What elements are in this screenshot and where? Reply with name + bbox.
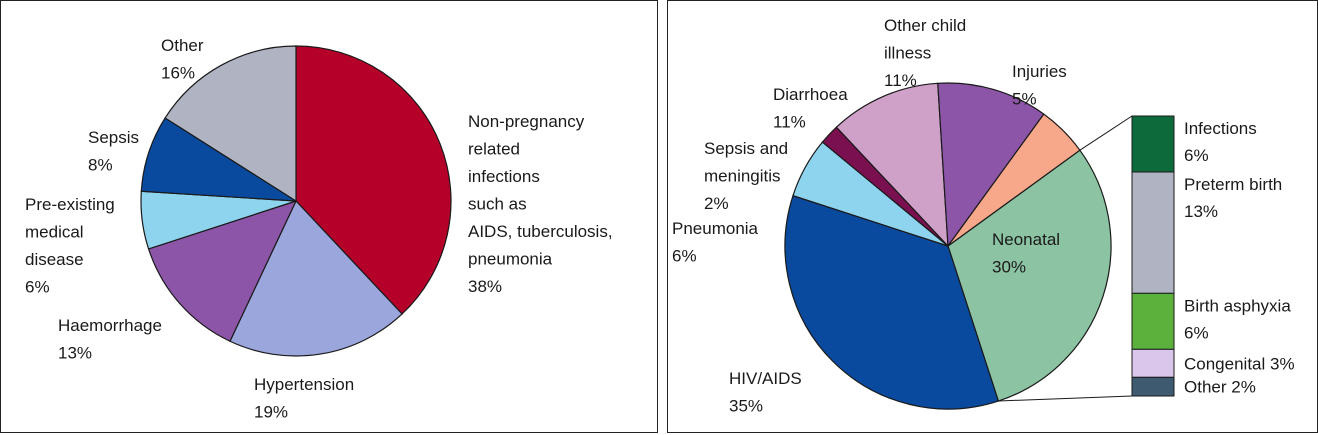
pie-slice-other-child-illness [937, 82, 1045, 248]
neonatal-segment-birth-asphyxia [1131, 292, 1175, 350]
neonatal-label-infections: Infections 6% [1184, 119, 1257, 165]
slice-label-hypertension: Hypertension 19% [254, 375, 354, 422]
slice-value-label: 16% [161, 64, 195, 83]
slice-label-line: disease [25, 250, 84, 269]
neonatal-segment-infections [1131, 115, 1175, 173]
slice-label-line: such as [468, 195, 527, 214]
slice-value-label: 5% [1012, 90, 1037, 109]
pie-slice-hiv-aids [784, 194, 1000, 410]
pie-slice-other [164, 45, 297, 203]
slice-label-neonatal: Neonatal 30% [992, 230, 1060, 277]
pie-slice-hypertension [229, 199, 403, 357]
slice-value-label: 8% [88, 156, 113, 175]
slice-label-sepsis: Sepsis 8% [88, 128, 139, 175]
slice-value-label: 11% [884, 71, 917, 90]
pie-slice-non-pregnancy-related-infections-such-as-aids-tuberculosis-pneumonia [295, 45, 452, 315]
slice-label-line: pneumonia [468, 250, 553, 269]
slice-label-haemorrhage: Haemorrhage 13% [58, 316, 162, 363]
slice-label-line: Pre-existing [25, 195, 115, 214]
slice-label-hiv-aids: HIV/AIDS 35% [729, 369, 802, 416]
maternal-deaths-pie-chart: Non-pregnancy related infections such as AID… [25, 36, 613, 422]
slice-value-label: 11% [773, 113, 806, 132]
connector-line-bottom [998, 395, 1133, 402]
slice-label-sepsis-and-meningitis: Sepsis and meningitis 2% [704, 139, 788, 213]
pie-slice-haemorrhage [147, 200, 298, 343]
slice-label-line: Non-pregnancy [468, 112, 585, 131]
slice-label-line: Sepsis and [704, 139, 788, 158]
slice-label-line: infections [468, 167, 540, 186]
child-deaths-panel: Neonatal 30% HIV/AIDS 35% Pneumonia 6% Sepsis … [667, 0, 1318, 433]
slice-label-line: Other child [884, 16, 966, 35]
slice-label-line: Pneumonia [672, 219, 759, 238]
slice-label-line: Injuries [1012, 62, 1067, 81]
neonatal-label-line: Birth asphyxia [1184, 296, 1291, 315]
slice-label-line: meningitis [704, 167, 781, 186]
slice-label-other: Other 16% [161, 36, 204, 83]
slice-label-injuries: Injuries 5% [1012, 62, 1067, 109]
slice-value-label: 6% [25, 278, 50, 297]
slice-label-line: related [468, 140, 520, 159]
slice-label-pre-existing-medical-disease: Pre-existing medical disease 6% [25, 195, 115, 297]
slice-label-line: Sepsis [88, 128, 139, 147]
slice-label-line: HIV/AIDS [729, 369, 802, 388]
neonatal-label-line: Congenital 3% [1184, 354, 1295, 373]
slice-value-label: 38% [468, 277, 502, 296]
slice-label-diarrhoea: Diarrhoea 11% [773, 85, 848, 132]
neonatal-label-line: 6% [1184, 323, 1209, 342]
slice-value-label: 30% [992, 258, 1026, 277]
slice-value-label: 19% [254, 403, 288, 422]
pie-slice-injuries [947, 113, 1081, 247]
slice-value-label: 13% [58, 344, 92, 363]
slice-label-line: medical [25, 223, 84, 242]
slice-label-pneumonia: Pneumonia 6% [672, 219, 759, 266]
slice-label-other-child-illness: Other child illness 11% [884, 16, 966, 90]
slice-value-label: 35% [729, 397, 763, 416]
neonatal-segment-preterm-birth [1131, 171, 1175, 294]
child-deaths-pie-chart: Neonatal 30% HIV/AIDS 35% Pneumonia 6% Sepsis … [672, 16, 1295, 416]
slice-label-line: Hypertension [254, 375, 354, 394]
connector-line-top [1079, 115, 1133, 151]
neonatal-label-line: 6% [1184, 146, 1209, 165]
neonatal-label-congenital-3: Congenital 3% [1184, 354, 1295, 373]
slice-value-label: 2% [704, 194, 729, 213]
neonatal-segment-other-2 [1131, 376, 1175, 397]
slice-label-line: Other [161, 36, 204, 55]
neonatal-label-birth-asphyxia: Birth asphyxia 6% [1184, 296, 1291, 342]
slice-label-line: Neonatal [992, 230, 1060, 249]
neonatal-label-other-2: Other 2% [1184, 378, 1256, 397]
neonatal-label-preterm-birth: Preterm birth 13% [1184, 175, 1282, 221]
slice-label-line: Haemorrhage [58, 316, 162, 335]
neonatal-label-line: Preterm birth [1184, 175, 1282, 194]
slice-value-label: 6% [672, 247, 697, 266]
slice-label-non-pregnancy-related-infections-such-as-aids-tuberculosis-pneumonia: Non-pregnancy related infections such as AID… [468, 112, 613, 296]
neonatal-label-line: Other 2% [1184, 378, 1256, 397]
pie-slice-diarrhoea [835, 82, 949, 248]
neonatal-segment-congenital-3 [1131, 348, 1175, 378]
neonatal-label-line: Infections [1184, 119, 1257, 138]
maternal-deaths-panel: Non-pregnancy related infections such as AID… [0, 0, 658, 433]
slice-label-line: Diarrhoea [773, 85, 848, 104]
pie-slice-neonatal [947, 149, 1112, 402]
slice-label-line: AIDS, tuberculosis, [468, 222, 613, 241]
neonatal-label-line: 13% [1184, 202, 1218, 221]
slice-label-line: illness [884, 44, 931, 63]
